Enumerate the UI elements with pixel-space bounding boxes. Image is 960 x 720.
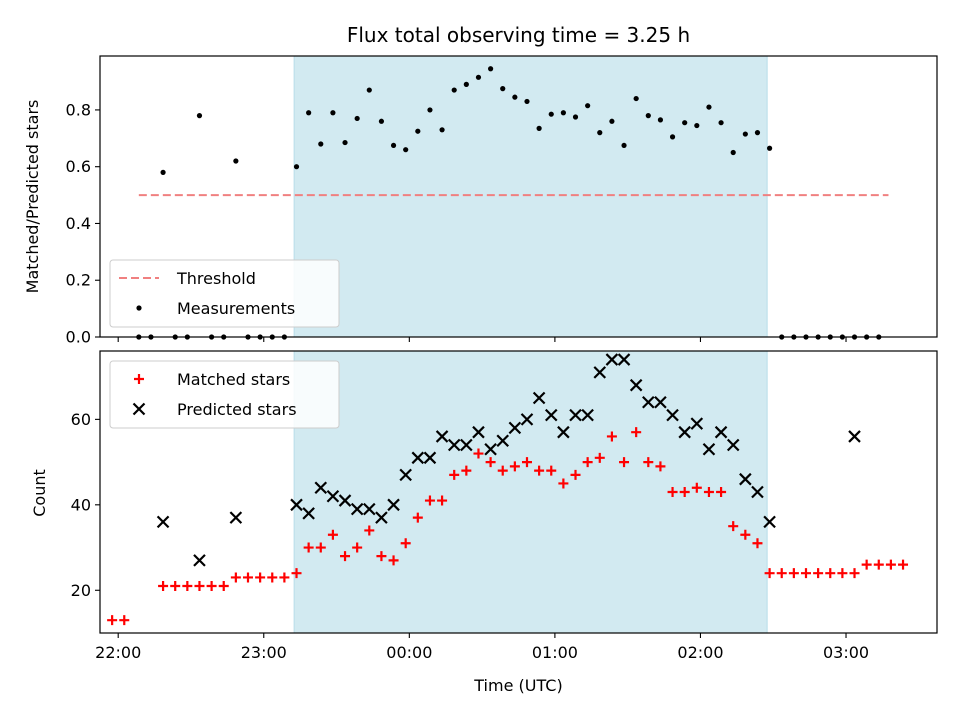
matched-star-point xyxy=(801,568,811,578)
measurement-point xyxy=(658,117,663,122)
matched-star-point xyxy=(789,568,799,578)
measurement-point xyxy=(160,170,165,175)
matched-star-point xyxy=(243,572,253,582)
matched-star-point xyxy=(267,572,277,582)
x-tick-label: 23:00 xyxy=(241,643,287,662)
matched-star-point xyxy=(837,568,847,578)
measurement-point xyxy=(355,116,360,121)
measurement-point xyxy=(452,87,457,92)
matched-star-point xyxy=(255,572,265,582)
matched-star-point xyxy=(231,572,241,582)
measurement-point xyxy=(379,119,384,124)
count-y-axis-label: Count xyxy=(30,469,49,517)
y-tick-label: 0.6 xyxy=(66,157,91,176)
measurement-point xyxy=(415,129,420,134)
y-tick-label: 20 xyxy=(71,581,91,600)
predicted-star-point xyxy=(230,512,241,523)
measurement-point xyxy=(197,113,202,118)
measurement-point xyxy=(488,66,493,71)
measurement-point xyxy=(318,141,323,146)
legend-label: Matched stars xyxy=(177,370,290,389)
measurement-point xyxy=(743,131,748,136)
measurement-point xyxy=(597,130,602,135)
measurement-point xyxy=(342,140,347,145)
matched-star-point xyxy=(194,581,204,591)
measurement-point xyxy=(621,143,626,148)
measurement-point xyxy=(573,114,578,119)
y-tick-label: 0.0 xyxy=(66,328,91,347)
chart-title: Flux total observing time = 3.25 h xyxy=(347,23,690,47)
measurement-point xyxy=(585,103,590,108)
x-axis-label: Time (UTC) xyxy=(473,676,562,695)
matched-star-point xyxy=(158,581,168,591)
y-tick-label: 0.2 xyxy=(66,271,91,290)
measurement-point xyxy=(706,104,711,109)
measurement-point xyxy=(500,86,505,91)
chart-figure: Flux total observing time = 3.25 h 0.00.… xyxy=(0,0,960,720)
measurement-point xyxy=(427,107,432,112)
matched-star-point xyxy=(207,581,217,591)
matched-star-point xyxy=(825,568,835,578)
measurement-point xyxy=(537,126,542,131)
measurement-point xyxy=(646,113,651,118)
matched-star-point xyxy=(182,581,192,591)
measurement-point xyxy=(306,110,311,115)
measurement-point xyxy=(294,164,299,169)
legend-label: Predicted stars xyxy=(177,400,297,419)
matched-star-point xyxy=(813,568,823,578)
matched-star-point xyxy=(279,572,289,582)
y-tick-label: 0.8 xyxy=(66,100,91,119)
matched-star-point xyxy=(170,581,180,591)
measurement-point xyxy=(731,150,736,155)
matched-star-point xyxy=(107,615,117,625)
x-tick-label: 22:00 xyxy=(95,643,141,662)
legend-measurement-swatch xyxy=(136,305,141,310)
measurement-point xyxy=(682,120,687,125)
measurement-point xyxy=(367,87,372,92)
x-tick-label: 01:00 xyxy=(532,643,578,662)
measurement-point xyxy=(549,112,554,117)
measurement-point xyxy=(233,158,238,163)
measurement-point xyxy=(330,110,335,115)
matched-star-point xyxy=(886,560,896,570)
count-panel: 20 40 60 22:00 23:00 00:00 01:00 02:00 03:00 Matc… xyxy=(71,351,937,662)
y-tick-label: 0.4 xyxy=(66,214,91,233)
observing-window-shade xyxy=(294,56,767,337)
measurement-point xyxy=(767,146,772,151)
measurement-point xyxy=(694,123,699,128)
measurement-point xyxy=(403,147,408,152)
matched-star-point xyxy=(119,615,129,625)
measurement-point xyxy=(718,120,723,125)
measurement-point xyxy=(476,75,481,80)
x-tick-label: 03:00 xyxy=(823,643,869,662)
matched-star-point xyxy=(898,560,908,570)
predicted-star-point xyxy=(158,516,169,527)
matched-star-point xyxy=(862,560,872,570)
measurement-point xyxy=(634,96,639,101)
measurement-point xyxy=(464,82,469,87)
measurement-point xyxy=(561,110,566,115)
legend-label: Measurements xyxy=(177,299,295,318)
legend-label: Threshold xyxy=(176,269,256,288)
measurement-point xyxy=(755,130,760,135)
y-tick-label: 60 xyxy=(71,410,91,429)
x-tick-label: 02:00 xyxy=(677,643,723,662)
y-tick-label: 40 xyxy=(71,495,91,514)
predicted-star-point xyxy=(194,555,205,566)
measurement-point xyxy=(524,99,529,104)
measurement-point xyxy=(391,143,396,148)
matched-star-point xyxy=(219,581,229,591)
x-tick-label: 00:00 xyxy=(386,643,432,662)
matched-star-point xyxy=(874,560,884,570)
ratio-y-axis-label: Matched/Predicted stars xyxy=(23,100,42,294)
measurement-point xyxy=(609,119,614,124)
matched-star-point xyxy=(777,568,787,578)
matched-star-point xyxy=(850,568,860,578)
ratio-panel: 0.0 0.2 0.4 0.6 0.8 Threshold Measurements xyxy=(66,56,937,347)
measurement-point xyxy=(512,95,517,100)
predicted-star-point xyxy=(849,431,860,442)
measurement-point xyxy=(439,127,444,132)
measurement-point xyxy=(670,134,675,139)
